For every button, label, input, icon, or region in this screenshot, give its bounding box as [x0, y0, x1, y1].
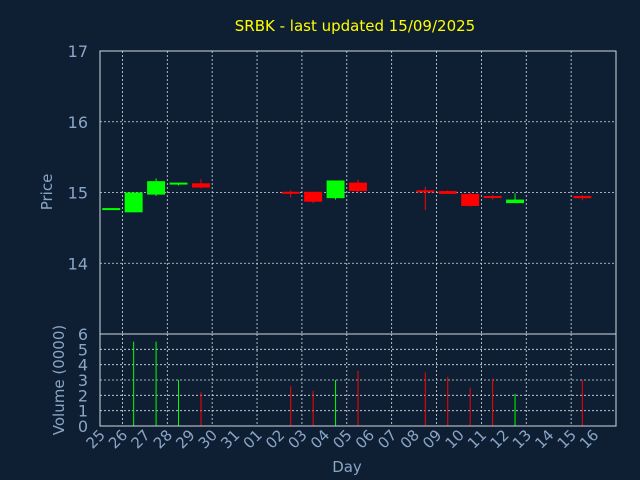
- volume-tick-label: 4: [78, 356, 88, 375]
- candle-body: [573, 196, 592, 199]
- candle-body: [147, 181, 166, 195]
- volume-axis-label: Volume (0000): [50, 325, 68, 435]
- volume-tick-label: 3: [78, 371, 88, 390]
- price-tick-label: 17: [68, 42, 88, 61]
- candle-body: [483, 196, 502, 199]
- price-tick-label: 14: [68, 254, 88, 273]
- candle-body: [326, 180, 345, 199]
- chart-title: SRBK - last updated 15/09/2025: [235, 17, 475, 35]
- volume-frame: [99, 333, 617, 427]
- volume-tick-label: 6: [78, 325, 88, 344]
- candle-body: [416, 190, 435, 193]
- volume-tick-label: 1: [78, 402, 88, 421]
- candle-body: [304, 191, 323, 202]
- price-axis-label: Price: [38, 174, 56, 211]
- candle-body: [102, 208, 121, 211]
- candle-body: [506, 199, 525, 204]
- candle-body: [124, 192, 143, 213]
- candle-body: [461, 193, 480, 206]
- volume-tick-label: 5: [78, 340, 88, 359]
- volume-tick-label: 0: [78, 417, 88, 436]
- candle-body: [349, 182, 367, 192]
- candle-body: [438, 191, 457, 194]
- candle-body: [191, 183, 210, 188]
- price-tick-label: 16: [68, 113, 88, 132]
- volume-tick-label: 2: [78, 386, 88, 405]
- candle-body: [169, 182, 188, 185]
- price-tick-label: 15: [68, 184, 88, 203]
- candle-body: [281, 191, 300, 194]
- x-axis-label: Day: [332, 458, 362, 476]
